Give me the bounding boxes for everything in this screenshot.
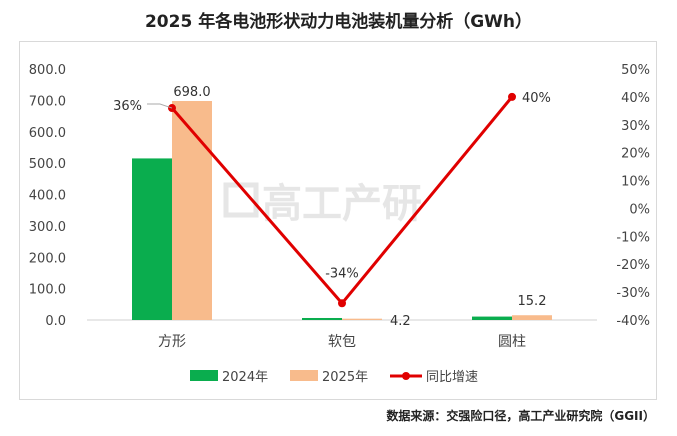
y-axis-tick-label: 100.0 (29, 283, 66, 298)
growth-value-label: 36% (113, 99, 142, 114)
watermark-text: 高工产研 (262, 181, 422, 227)
growth-point (508, 92, 516, 101)
legend-label-2024: 2024年 (222, 370, 268, 385)
bar-2024 (132, 158, 172, 320)
y2-axis-tick-label: -10% (616, 230, 650, 245)
bar-2025 (172, 101, 212, 320)
growth-label-leader (147, 103, 173, 109)
growth-point (338, 299, 346, 308)
y-axis-tick-label: 800.0 (29, 63, 66, 78)
bar-2025-value-label: 15.2 (518, 294, 547, 309)
growth-value-label: 40% (522, 91, 551, 106)
legend-marker-growth (402, 372, 410, 380)
legend-swatch-2025 (290, 370, 318, 381)
y2-axis-tick-label: -20% (616, 258, 650, 273)
y-axis-tick-label: 300.0 (29, 220, 66, 235)
bar-2025 (342, 318, 382, 320)
y2-axis-tick-label: 50% (621, 63, 650, 78)
y2-axis-tick-label: 40% (621, 91, 650, 106)
y2-axis-tick-label: 20% (621, 147, 650, 162)
bar-2025-value-label: 4.2 (390, 314, 411, 329)
bar-2024 (472, 316, 512, 320)
x-axis-category-label: 圆柱 (498, 334, 526, 350)
y2-axis-tick-label: 30% (621, 119, 650, 134)
y-axis-tick-label: 0.0 (45, 314, 66, 329)
y2-axis-tick-label: 10% (621, 175, 650, 190)
y-axis-tick-label: 600.0 (29, 126, 66, 141)
source-note: 数据来源：交强险口径，高工产业研究院（GGII） (386, 409, 655, 423)
x-axis-category-label: 方形 (158, 334, 186, 350)
y2-axis-tick-label: -30% (616, 286, 650, 301)
bar-2025 (512, 315, 552, 320)
y-axis-tick-label: 400.0 (29, 189, 66, 204)
legend-label-growth: 同比增速 (426, 370, 478, 385)
y-axis-tick-label: 500.0 (29, 157, 66, 172)
x-axis-category-label: 软包 (328, 334, 356, 350)
growth-value-label: -34% (325, 266, 359, 281)
bar-2024 (302, 317, 342, 320)
y-axis-tick-label: 200.0 (29, 251, 66, 266)
chart-title: 2025 年各电池形状动力电池装机量分析（GWh） (144, 12, 533, 32)
chart-frame (19, 41, 657, 400)
y2-axis-tick-label: 0% (629, 202, 650, 217)
y2-axis-tick-label: -40% (616, 314, 650, 329)
legend-swatch-2024 (190, 370, 218, 381)
legend-label-2025: 2025年 (322, 370, 368, 385)
y-axis-tick-label: 700.0 (29, 94, 66, 109)
bar-2025-value-label: 698.0 (173, 85, 210, 100)
